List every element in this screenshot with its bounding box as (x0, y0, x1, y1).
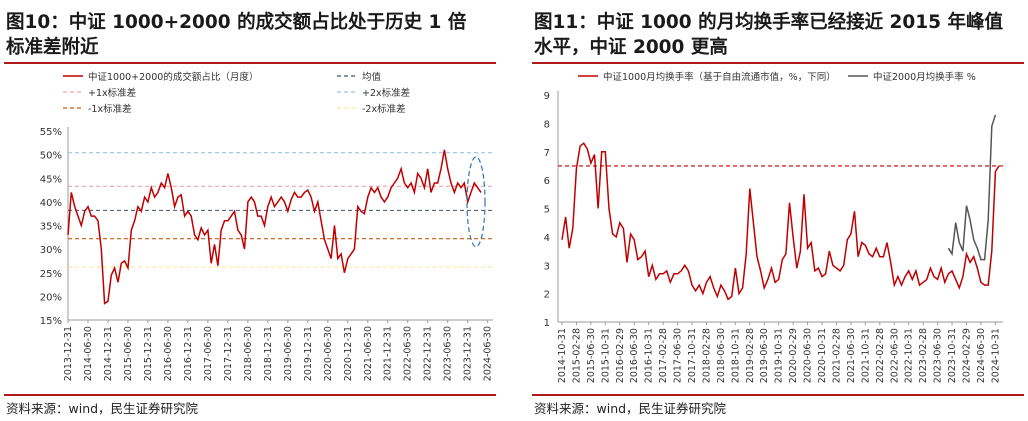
series-line-csi1000-turnover (561, 142, 1000, 301)
y-tick-label: 1 (544, 318, 550, 329)
x-tick-label: 2020-02-29 (788, 328, 799, 383)
y-tick-label: 2 (544, 290, 550, 301)
left-panel: 图10：中证 1000+2000 的成交额占比处于历史 1 倍 标准差附近 中证… (0, 0, 500, 421)
legend-label-1: 中证2000月均换手率 % (873, 71, 976, 83)
x-tick-label: 2022-06-30 (889, 328, 900, 383)
x-tick-label: 2014-06-30 (83, 326, 94, 381)
x-tick-label: 2021-02-28 (831, 328, 842, 383)
right-panel: 图11：中证 1000 的月均换手率已经接近 2015 年峰值 水平，中证 20… (528, 0, 1028, 421)
x-tick-label: 2015-12-31 (143, 326, 154, 381)
x-tick-label: 2017-10-31 (687, 328, 698, 383)
y-tick-label: 40% (40, 198, 62, 209)
x-tick-label: 2021-06-30 (846, 328, 857, 383)
x-tick-label: 2023-10-31 (947, 328, 958, 383)
x-tick-label: 2019-10-31 (774, 328, 785, 383)
series-line-csi2000-turnover (947, 114, 997, 261)
right-chart: 中证1000月均换手率（基于自由流通市值，%，下同） 中证2000月均换手率 % 9… (544, 71, 1003, 383)
y-tick-label: 45% (40, 174, 62, 185)
y-tick-label: 9 (544, 91, 550, 102)
right-title-line1: 图11：中证 1000 的月均换手率已经接近 2015 年峰值 (534, 12, 1003, 33)
x-tick-label: 2023-06-30 (933, 328, 944, 383)
x-tick-label: 2016-06-30 (163, 326, 174, 381)
x-tick-label: 2024-06-30 (976, 328, 987, 383)
y-tick-label: 35% (40, 222, 62, 233)
x-tick-label: 2020-10-31 (817, 328, 828, 383)
y-tick-label: 20% (40, 292, 62, 303)
x-tick-label: 2016-10-31 (644, 328, 655, 383)
x-tick-label: 2021-06-30 (363, 326, 374, 381)
x-tick-label: 2015-06-30 (586, 328, 597, 383)
x-tick-label: 2022-02-28 (875, 328, 886, 383)
y-tick-label: 25% (40, 269, 62, 280)
x-tick-label: 2022-10-31 (904, 328, 915, 383)
x-tick-label: 2018-06-30 (243, 326, 254, 381)
x-tick-label: 2015-02-28 (571, 328, 582, 383)
x-tick-label: 2014-10-31 (557, 328, 568, 383)
y-tick-label: 6 (544, 176, 550, 187)
y-tick-label: 30% (40, 245, 62, 256)
x-tick-label: 2022-12-31 (423, 326, 434, 381)
x-tick-label: 2018-12-31 (263, 326, 274, 381)
x-tick-label: 2021-10-31 (860, 328, 871, 383)
x-tick-label: 2024-06-30 (483, 326, 494, 381)
x-tick-label: 2024-10-31 (990, 328, 1001, 383)
x-tick-label: 2013-12-31 (63, 326, 74, 381)
x-tick-label: 2024-02-29 (961, 328, 972, 383)
left-chart: 中证1000+2000的成交额占比（月度） 均值 +1x标准差 +2x标准差 -1x标准… (40, 71, 494, 381)
left-title-line2: 标准差附近 (6, 37, 99, 58)
x-tick-label: 2019-06-30 (283, 326, 294, 381)
x-tick-label: 2022-06-30 (403, 326, 414, 381)
x-tick-label: 2021-12-31 (383, 326, 394, 381)
y-tick-label: 4 (544, 233, 550, 244)
x-tick-label: 2014-12-31 (103, 326, 114, 381)
y-tick-label: 3 (544, 261, 550, 272)
x-tick-label: 2016-06-30 (629, 328, 640, 383)
legend-label-3: +2x标准差 (362, 87, 410, 99)
x-tick-label: 2015-10-31 (600, 328, 611, 383)
right-title-line2: 水平，中证 2000 更高 (534, 37, 728, 58)
x-tick-label: 2018-02-28 (701, 328, 712, 383)
left-source-note: 资料来源：wind，民生证券研究院 (6, 401, 199, 416)
y-tick-label: 50% (40, 151, 62, 162)
x-tick-label: 2020-12-31 (343, 326, 354, 381)
x-tick-label: 2015-06-30 (123, 326, 134, 381)
left-title-line1: 图10：中证 1000+2000 的成交额占比处于历史 1 倍 (6, 12, 467, 33)
x-tick-label: 2023-02-28 (918, 328, 929, 383)
y-tick-label: 15% (40, 316, 62, 327)
x-tick-label: 2017-12-31 (223, 326, 234, 381)
right-source-note: 资料来源：wind，民生证券研究院 (534, 401, 727, 416)
x-tick-label: 2018-06-30 (716, 328, 727, 383)
y-tick-label: 5 (544, 205, 550, 216)
right-bottom-rule (532, 394, 1024, 396)
left-chart-title: 图10：中证 1000+2000 的成交额占比处于历史 1 倍 标准差附近 (6, 10, 496, 60)
legend-label-0: 中证1000+2000的成交额占比（月度） (88, 71, 258, 83)
x-tick-label: 2019-02-28 (745, 328, 756, 383)
x-tick-label: 2020-06-30 (323, 326, 334, 381)
right-top-rule (532, 62, 1024, 64)
legend-label-2: +1x标准差 (88, 87, 136, 99)
x-tick-label: 2018-10-31 (730, 328, 741, 383)
x-tick-label: 2016-12-31 (183, 326, 194, 381)
left-top-rule (4, 62, 496, 64)
x-tick-label: 2016-02-29 (615, 328, 626, 383)
right-chart-title: 图11：中证 1000 的月均换手率已经接近 2015 年峰值 水平，中证 20… (534, 10, 1024, 60)
x-tick-label: 2023-12-31 (463, 326, 474, 381)
legend-label-4: -1x标准差 (88, 103, 132, 115)
x-tick-label: 2020-06-30 (803, 328, 814, 383)
legend-label-1: 均值 (362, 71, 382, 83)
x-tick-label: 2017-02-28 (658, 328, 669, 383)
highlight-ellipse (466, 156, 486, 248)
legend-label-5: -2x标准差 (362, 103, 406, 115)
x-tick-label: 2019-12-31 (303, 326, 314, 381)
y-tick-label: 7 (544, 148, 550, 159)
x-tick-label: 2017-06-30 (673, 328, 684, 383)
y-tick-label: 55% (40, 127, 62, 138)
y-tick-label: 8 (544, 119, 550, 130)
x-tick-label: 2019-06-30 (759, 328, 770, 383)
x-tick-label: 2017-06-30 (203, 326, 214, 381)
legend-label-0: 中证1000月均换手率（基于自由流通市值，%，下同） (603, 71, 836, 83)
left-bottom-rule (4, 394, 496, 396)
series-line-csi1000-2000-share (67, 149, 482, 305)
x-tick-label: 2023-06-30 (443, 326, 454, 381)
